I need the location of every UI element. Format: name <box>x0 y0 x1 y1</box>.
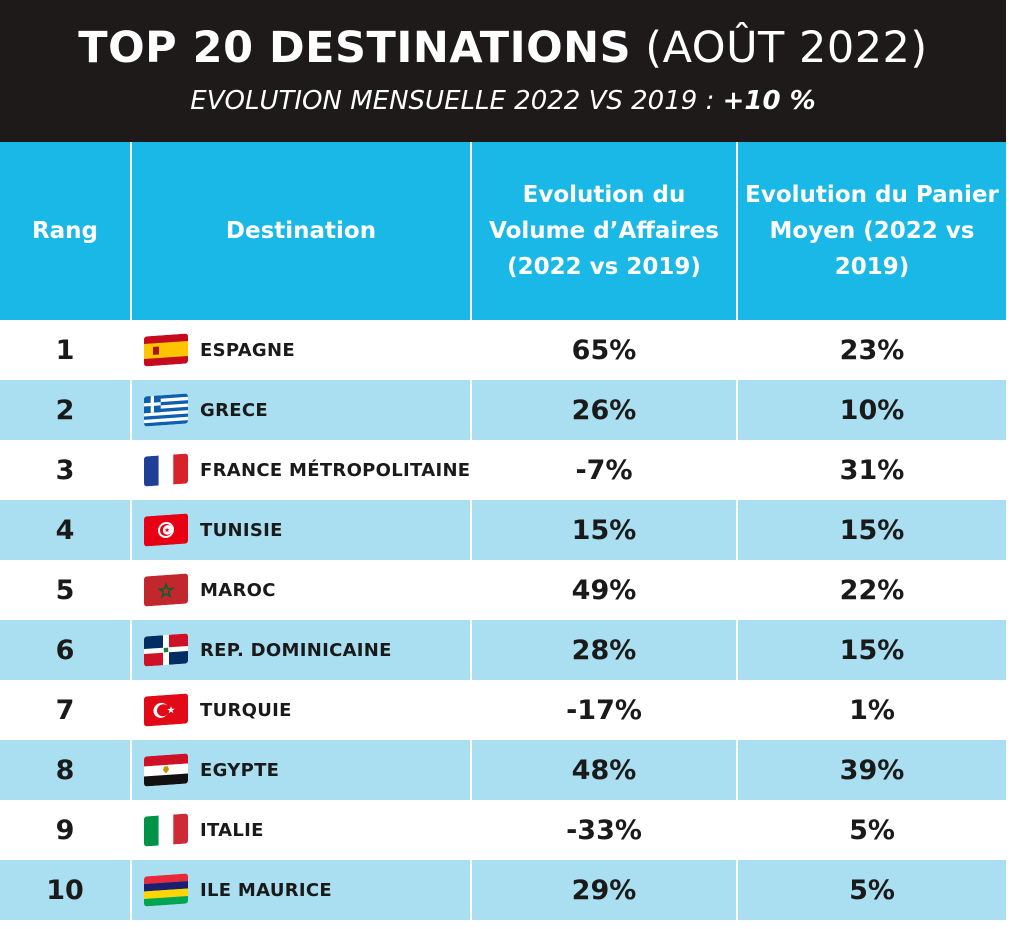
destination-content: REP. DOMINICAINE <box>144 633 470 667</box>
destination-name: EGYPTE <box>200 759 280 781</box>
mauritius-flag-icon <box>144 873 188 907</box>
italy-flag-icon <box>144 813 188 847</box>
destination-content: GRECE <box>144 393 470 427</box>
destination-cell: FRANCE MÉTROPOLITAINE <box>130 440 471 500</box>
destination-content: FRANCE MÉTROPOLITAINE <box>144 453 471 487</box>
panier-cell: 5% <box>736 800 1006 860</box>
destination-cell: TURQUIE <box>130 680 471 740</box>
rank-cell: 6 <box>0 620 131 680</box>
destination-name: REP. DOMINICAINE <box>200 639 392 661</box>
destination-content: ESPAGNE <box>144 333 470 367</box>
destination-name: ILE MAURICE <box>200 879 332 901</box>
destination-name: MAROC <box>200 579 276 601</box>
title-date: (AOÛT 2022) <box>645 23 928 73</box>
destination-name: FRANCE MÉTROPOLITAINE <box>200 459 471 481</box>
panier-cell: 5% <box>736 860 1006 920</box>
destination-name: ESPAGNE <box>200 339 295 361</box>
panier-cell: 10% <box>736 380 1006 440</box>
panier-cell: 15% <box>736 620 1006 680</box>
destination-name: TUNISIE <box>200 519 283 541</box>
panier-cell: 15% <box>736 500 1006 560</box>
rank-cell: 3 <box>0 440 131 500</box>
rank-cell: 9 <box>0 800 131 860</box>
table-header-row: Rang Destination Evolution du Volume d’A… <box>0 142 1006 320</box>
rank-cell: 2 <box>0 380 131 440</box>
spain-flag-icon <box>144 333 188 367</box>
turkey-flag-icon <box>144 693 188 727</box>
panier-cell: 22% <box>736 560 1006 620</box>
table-row: 10 ILE MAURICE 29% 5% <box>0 860 1006 920</box>
title-main: TOP 20 DESTINATIONS <box>78 23 632 73</box>
france-flag-icon <box>144 453 188 487</box>
volume-cell: 29% <box>470 860 737 920</box>
volume-cell: 15% <box>470 500 737 560</box>
destination-content: MAROC <box>144 573 470 607</box>
table-row: 5 MAROC 49% 22% <box>0 560 1006 620</box>
table-body: 1 ESPAGNE 65% 23% 2 GRECE 26% 10% 3 FRANCE MÉTROP… <box>0 320 1006 920</box>
rank-cell: 7 <box>0 680 131 740</box>
destination-cell: TUNISIE <box>130 500 471 560</box>
panier-cell: 23% <box>736 320 1006 380</box>
table-row: 9 ITALIE -33% 5% <box>0 800 1006 860</box>
rank-cell: 4 <box>0 500 131 560</box>
destination-name: GRECE <box>200 399 268 421</box>
table-row: 4 TUNISIE 15% 15% <box>0 500 1006 560</box>
table-row: 3 FRANCE MÉTROPOLITAINE -7% 31% <box>0 440 1006 500</box>
title-banner: TOP 20 DESTINATIONS (AOÛT 2022) EVOLUTIO… <box>0 0 1006 142</box>
volume-cell: 49% <box>470 560 737 620</box>
rank-cell: 1 <box>0 320 131 380</box>
panier-cell: 31% <box>736 440 1006 500</box>
destination-content: ILE MAURICE <box>144 873 470 907</box>
panier-cell: 1% <box>736 680 1006 740</box>
rank-cell: 10 <box>0 860 131 920</box>
column-header-rank: Rang <box>0 142 131 320</box>
morocco-flag-icon <box>144 573 188 607</box>
volume-cell: 48% <box>470 740 737 800</box>
column-header-destination: Destination <box>130 142 471 320</box>
volume-cell: 65% <box>470 320 737 380</box>
destinations-table: Rang Destination Evolution du Volume d’A… <box>0 142 1006 920</box>
column-header-panier: Evolution du Panier Moyen (2022 vs 2019) <box>736 142 1006 320</box>
table-row: 8 EGYPTE 48% 39% <box>0 740 1006 800</box>
destination-cell: ITALIE <box>130 800 471 860</box>
destination-cell: ILE MAURICE <box>130 860 471 920</box>
table-row: 1 ESPAGNE 65% 23% <box>0 320 1006 380</box>
subtitle-value: +10 % <box>722 86 816 116</box>
dominican-republic-flag-icon <box>144 633 188 667</box>
table-row: 6 REP. DOMINICAINE 28% 15% <box>0 620 1006 680</box>
rank-cell: 8 <box>0 740 131 800</box>
destination-content: TUNISIE <box>144 513 470 547</box>
panier-cell: 39% <box>736 740 1006 800</box>
destination-cell: MAROC <box>130 560 471 620</box>
page-subtitle: EVOLUTION MENSUELLE 2022 VS 2019 : +10 % <box>0 84 1006 118</box>
destination-name: ITALIE <box>200 819 264 841</box>
subtitle-text: EVOLUTION MENSUELLE 2022 VS 2019 : <box>190 86 715 116</box>
rank-cell: 5 <box>0 560 131 620</box>
tunisia-flag-icon <box>144 513 188 547</box>
destination-content: ITALIE <box>144 813 470 847</box>
greece-flag-icon <box>144 393 188 427</box>
destination-name: TURQUIE <box>200 699 292 721</box>
volume-cell: -17% <box>470 680 737 740</box>
destination-cell: GRECE <box>130 380 471 440</box>
table-row: 7 TURQUIE -17% 1% <box>0 680 1006 740</box>
table-row: 2 GRECE 26% 10% <box>0 380 1006 440</box>
column-header-volume: Evolution du Volume d’Affaires (2022 vs … <box>470 142 737 320</box>
volume-cell: -33% <box>470 800 737 860</box>
page-title: TOP 20 DESTINATIONS (AOÛT 2022) <box>0 22 1006 74</box>
destination-cell: REP. DOMINICAINE <box>130 620 471 680</box>
egypt-flag-icon <box>144 753 188 787</box>
destination-content: TURQUIE <box>144 693 470 727</box>
volume-cell: 26% <box>470 380 737 440</box>
volume-cell: -7% <box>470 440 737 500</box>
volume-cell: 28% <box>470 620 737 680</box>
destination-content: EGYPTE <box>144 753 470 787</box>
destination-cell: EGYPTE <box>130 740 471 800</box>
destination-cell: ESPAGNE <box>130 320 471 380</box>
